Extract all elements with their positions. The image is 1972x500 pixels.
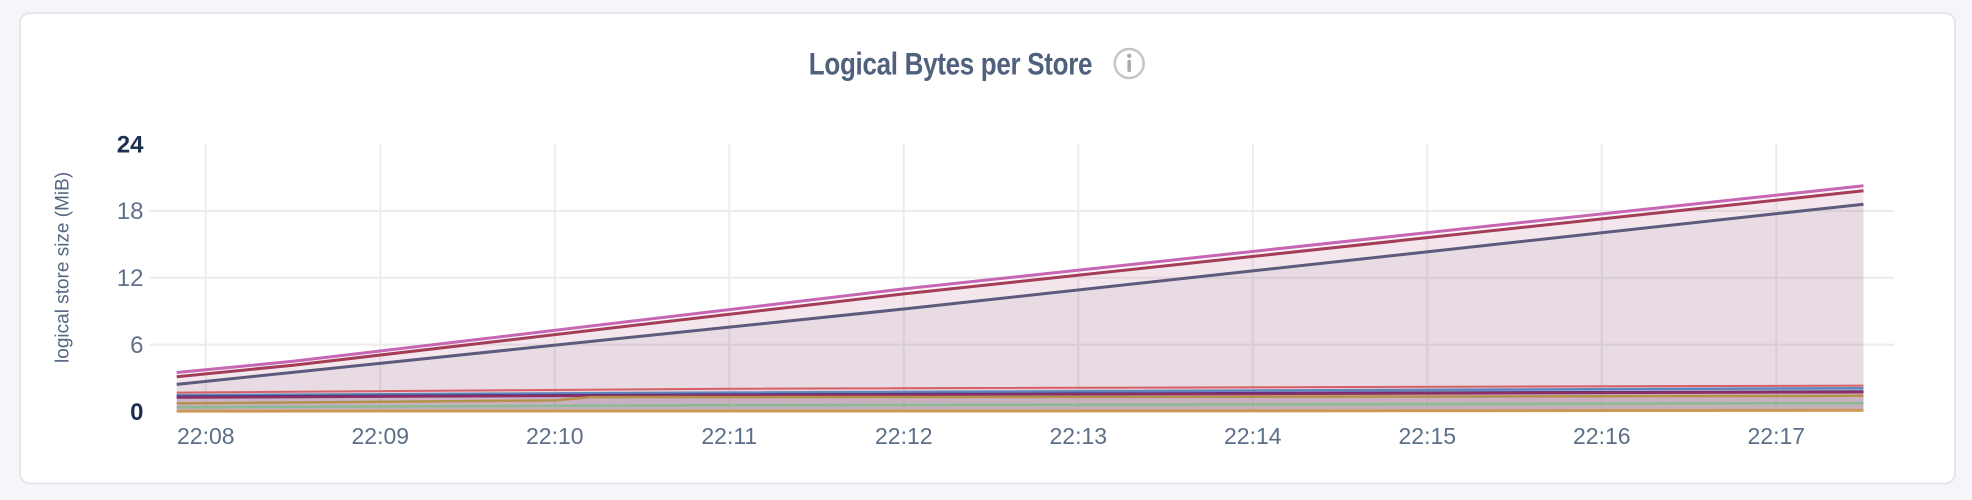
svg-text:18: 18 <box>117 198 144 225</box>
svg-text:22:11: 22:11 <box>701 423 757 449</box>
svg-text:12: 12 <box>117 265 144 292</box>
svg-text:22:13: 22:13 <box>1050 423 1108 449</box>
svg-text:22:14: 22:14 <box>1224 423 1282 449</box>
svg-text:22:08: 22:08 <box>177 423 235 449</box>
svg-text:0: 0 <box>130 399 143 426</box>
svg-text:22:16: 22:16 <box>1573 423 1631 449</box>
svg-text:22:15: 22:15 <box>1399 423 1457 449</box>
svg-text:24: 24 <box>117 131 144 158</box>
svg-text:22:10: 22:10 <box>526 423 584 449</box>
svg-text:Logical Bytes per Store: Logical Bytes per Store <box>809 47 1092 82</box>
svg-text:logical store size (MiB): logical store size (MiB) <box>53 172 74 363</box>
svg-text:22:12: 22:12 <box>875 423 933 449</box>
svg-text:22:17: 22:17 <box>1748 423 1806 449</box>
svg-text:6: 6 <box>130 332 143 359</box>
svg-text:22:09: 22:09 <box>352 423 410 449</box>
